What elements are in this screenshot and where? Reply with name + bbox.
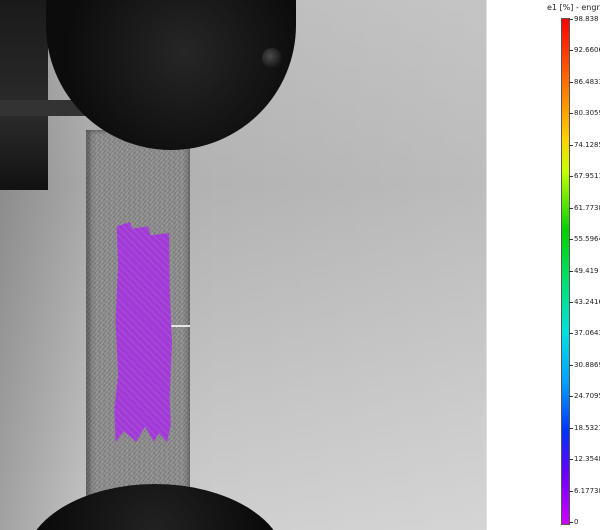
colorbar-tick-mark bbox=[569, 81, 573, 83]
colorbar-tick-label: 49.419 bbox=[574, 266, 599, 275]
colorbar-tick-label: 43.2416 bbox=[574, 297, 600, 306]
strain-overlay-texture bbox=[114, 222, 172, 442]
specimen-notch bbox=[170, 325, 190, 327]
colorbar-tick-mark bbox=[569, 396, 573, 398]
colorbar-gradient bbox=[561, 18, 570, 525]
colorbar-tick-mark bbox=[569, 333, 573, 335]
colorbar-tick-mark bbox=[569, 176, 573, 178]
colorbar-tick-mark bbox=[569, 301, 573, 303]
colorbar-tick-label: 74.1285 bbox=[574, 140, 600, 149]
colorbar-tick-label: 92.6606 bbox=[574, 46, 600, 55]
colorbar-tick-label: 61.7738 bbox=[574, 203, 600, 212]
grip-bolt bbox=[262, 48, 282, 68]
colorbar-tick-mark bbox=[569, 490, 573, 492]
colorbar-tick-label: 6.17738 bbox=[574, 486, 600, 495]
colorbar-tick-mark bbox=[569, 144, 573, 146]
colorbar-tick-mark bbox=[569, 113, 573, 115]
strain-overlay-region[interactable] bbox=[114, 222, 172, 442]
colorbar-tick-label: 98.838 bbox=[574, 15, 599, 23]
colorbar-tick-mark bbox=[569, 239, 573, 241]
colorbar-tick-mark bbox=[569, 459, 573, 461]
colorbar-title: e1 [%] - engr. bbox=[547, 3, 600, 12]
colorbar-tick-label: 86.4833 bbox=[574, 77, 600, 86]
colorbar-tick-mark bbox=[569, 270, 573, 272]
colorbar-tick-mark bbox=[569, 427, 573, 429]
colorbar-tick-mark bbox=[569, 19, 573, 20]
camera-viewport[interactable] bbox=[0, 0, 486, 530]
colorbar-legend: e1 [%] - engr. 98.838 92.6606 86.4833 80.30… bbox=[486, 0, 600, 530]
colorbar-tick-mark bbox=[569, 50, 573, 52]
upper-grip-bar bbox=[0, 100, 90, 116]
colorbar-tick-label: 24.7095 bbox=[574, 392, 600, 401]
colorbar-tick-label: 67.9511 bbox=[574, 172, 600, 181]
colorbar-tick-mark bbox=[569, 522, 573, 523]
upper-grip-frame bbox=[0, 0, 48, 190]
colorbar-tick-label: 30.8869 bbox=[574, 360, 600, 369]
colorbar-tick-label: 12.3548 bbox=[574, 455, 600, 464]
colorbar-tick-mark bbox=[569, 207, 573, 209]
colorbar-tick-mark bbox=[569, 364, 573, 366]
colorbar-tick-label: 0 bbox=[574, 518, 579, 526]
colorbar-tick-label: 80.3059 bbox=[574, 109, 600, 118]
